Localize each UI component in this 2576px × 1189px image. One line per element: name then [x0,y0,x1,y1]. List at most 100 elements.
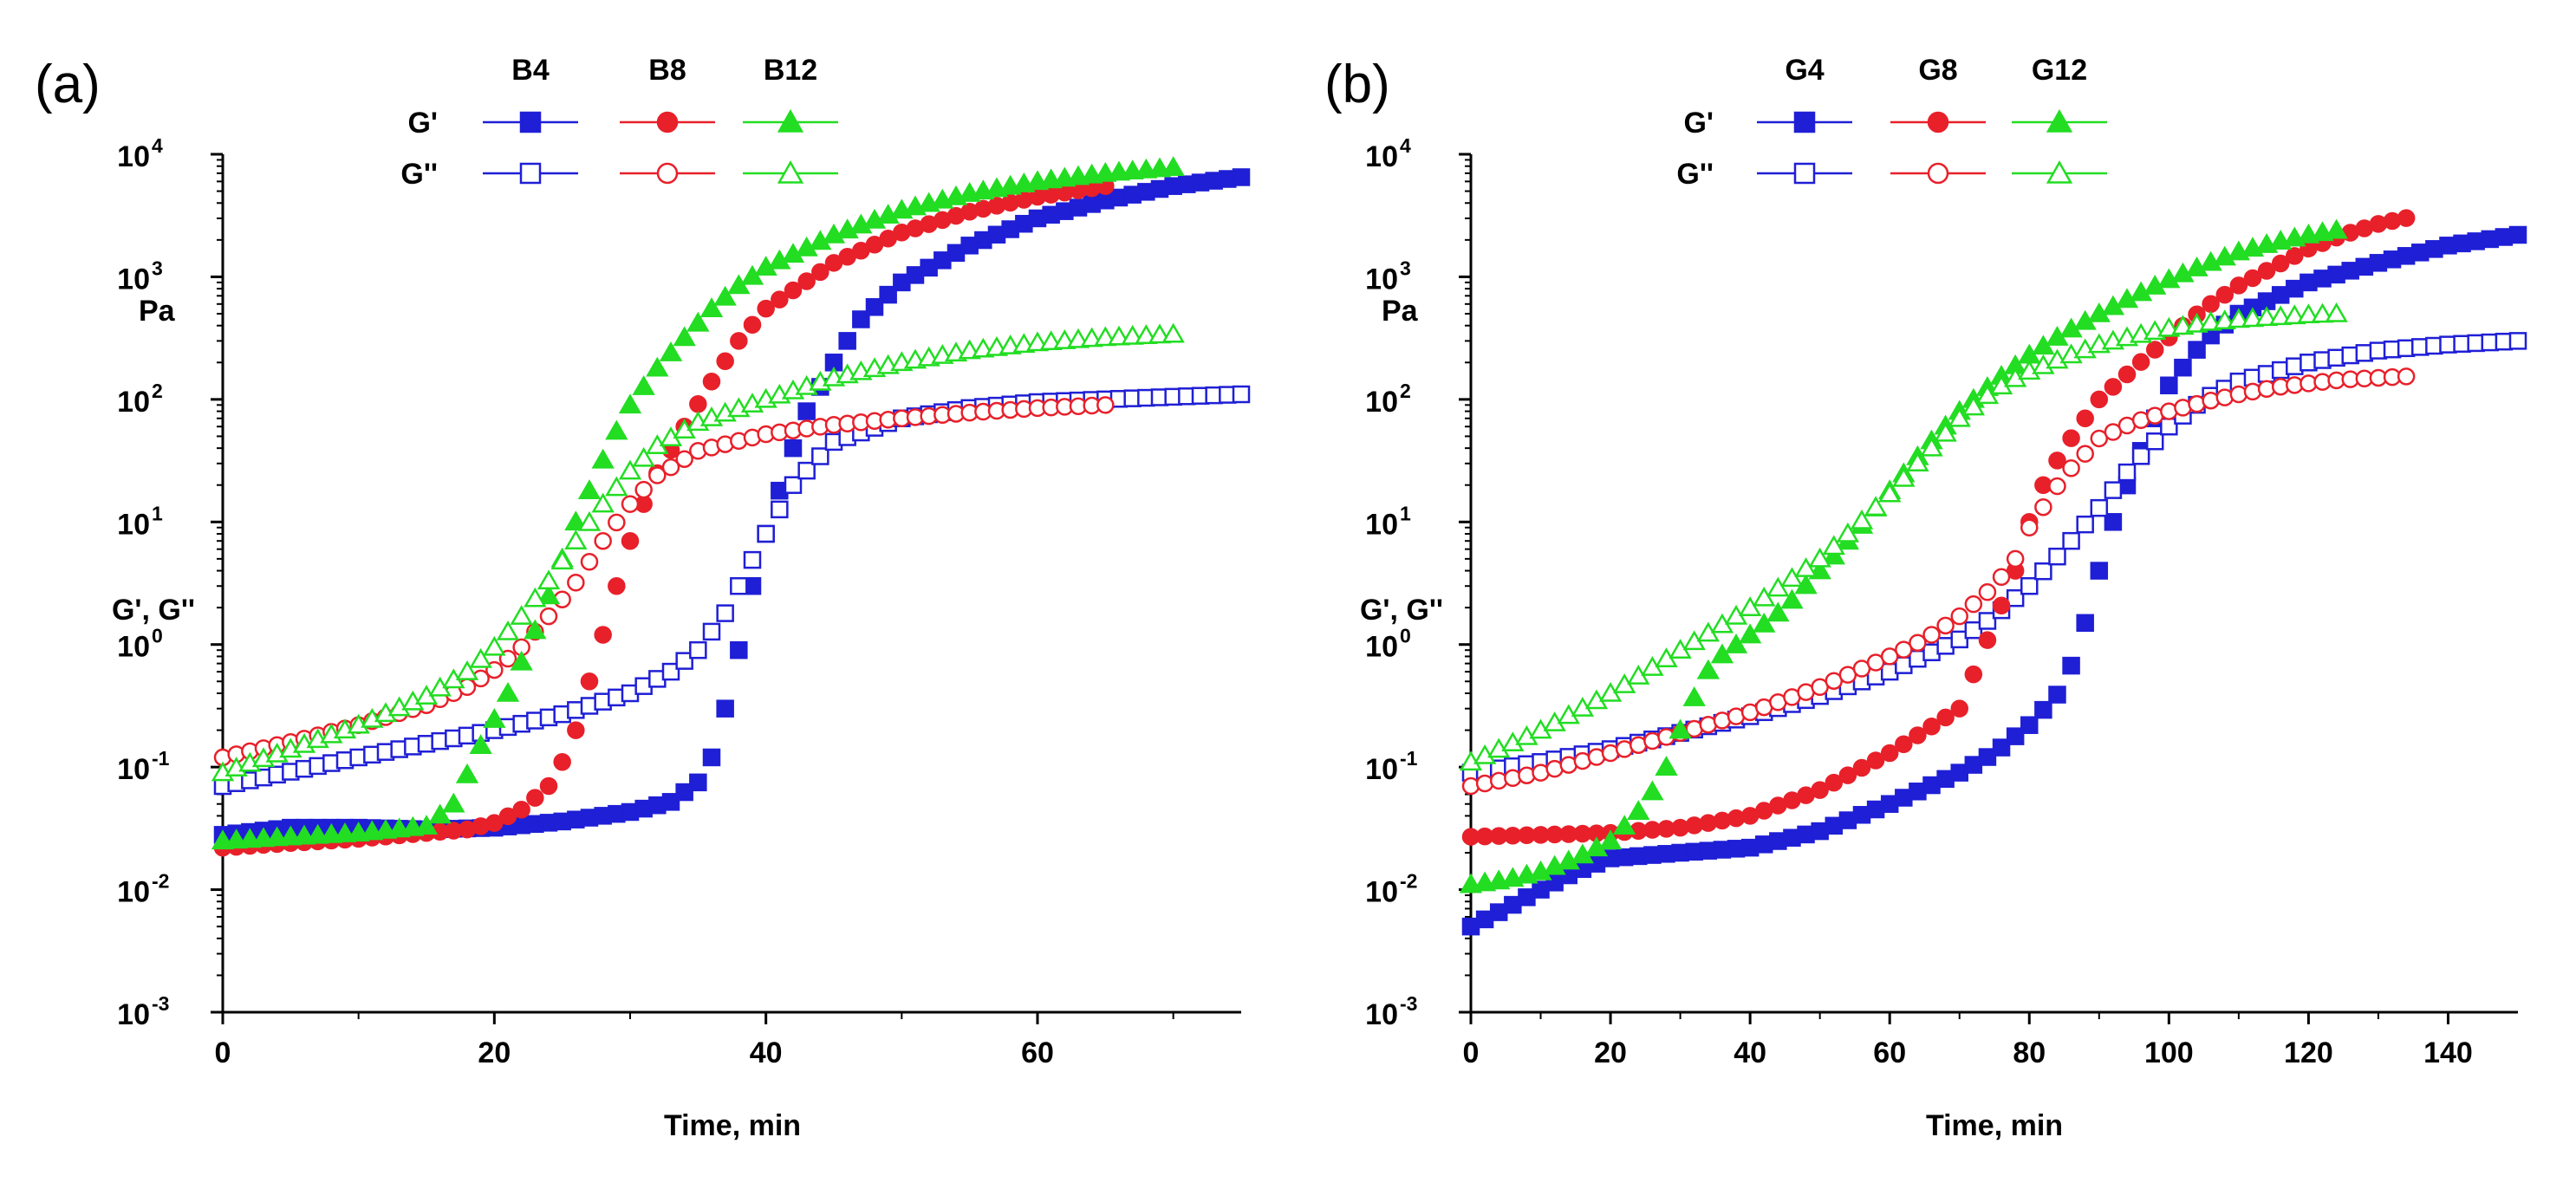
data-point [1964,665,1983,684]
x-tick-label: 60 [1873,1036,1906,1069]
data-point [1920,436,1943,457]
data-point [483,635,506,656]
x-tick-label: 60 [1021,1036,1054,1069]
data-point [689,640,707,659]
data-point [605,476,628,497]
data-point [1992,568,2011,587]
data-point [1992,596,2011,614]
data-point [1598,829,1623,850]
data-point [496,681,520,702]
data-point [757,299,775,318]
data-point [442,792,465,813]
data-point [661,793,680,811]
data-point [1822,535,1845,556]
x-tick-label: 40 [750,1036,783,1069]
data-point [689,394,707,413]
data-point [2325,302,2348,322]
y-axis-label: G', G'' [1360,594,1443,627]
data-point [1161,322,1185,343]
data-point [1794,557,1818,577]
data-point [1461,776,1480,796]
data-point [2104,378,2123,396]
legend-marker [1927,111,1949,133]
y-tick-exponent: -2 [152,870,169,893]
series-b12-g- [211,322,1185,782]
data-point [2257,262,2276,280]
legend-row-label: G' [1683,107,1714,140]
data-point [591,448,615,469]
data-point [852,310,870,328]
data-point [496,620,520,640]
data-point [1892,466,1916,487]
data-point [1964,594,1983,614]
data-point [2286,247,2304,265]
data-point [2076,614,2094,633]
data-point [2243,269,2262,288]
data-point [2048,452,2066,470]
data-point [1696,659,1720,679]
y-tick-exponent: 0 [152,625,163,647]
data-point [2076,409,2094,428]
data-point [1836,522,1860,543]
x-tick-label: 140 [2423,1036,2473,1069]
y-tick-exponent: 0 [1400,625,1411,647]
data-point [2048,477,2066,496]
data-point [1852,758,1871,777]
data-point [1232,385,1251,404]
data-point [1825,773,1844,792]
data-point [2243,382,2262,401]
legend-column-header: G8 [1918,54,1957,87]
x-tick-label: 80 [2013,1036,2046,1069]
data-point [716,699,734,718]
data-point [2046,348,2069,369]
data-point [2397,209,2416,227]
data-point [618,459,642,480]
data-point [2160,376,2178,394]
y-tick-label: 10 [1365,386,1398,419]
data-point [621,495,640,513]
series-g12-g- [1459,218,2348,893]
legend-row-label: G' [407,107,438,140]
data-point [1850,509,1874,530]
data-point [1766,601,1790,622]
y-tick-label: 10 [117,753,150,786]
data-point [1489,771,1508,790]
data-point [1992,738,2011,757]
x-tick-label: 20 [1594,1036,1627,1069]
data-point [510,605,533,625]
data-point [2297,303,2320,324]
data-point [2174,358,2192,377]
data-point [1838,766,1857,784]
data-point [797,272,816,290]
data-point [2090,498,2109,517]
data-point [428,803,452,824]
y-tick-label: 10 [117,386,150,419]
data-point [2032,354,2055,374]
data-point [414,815,439,835]
data-point [757,524,775,543]
y-tick-label: 10 [117,998,150,1031]
data-point [702,748,721,767]
data-point [1950,607,1968,626]
y-tick-exponent: 2 [152,380,163,402]
data-point [2104,481,2123,499]
y-tick-label: 10 [1365,508,1398,541]
data-point [2090,562,2109,580]
data-point [661,662,680,681]
data-point [1961,395,1986,416]
legend-marker [777,160,804,184]
data-point [594,531,612,550]
y-tick-exponent: 2 [1400,380,1411,402]
data-point [1950,699,1968,718]
data-point [1880,744,1899,763]
data-point [2104,423,2123,441]
data-point [713,285,737,306]
data-point [2213,245,2236,266]
data-point [1780,588,1804,609]
data-point [1909,726,1927,744]
data-point [580,672,599,691]
series-g12-g- [1459,302,2348,771]
data-point [2229,276,2248,295]
legend-marker [1793,162,1816,185]
data-point [605,419,628,440]
